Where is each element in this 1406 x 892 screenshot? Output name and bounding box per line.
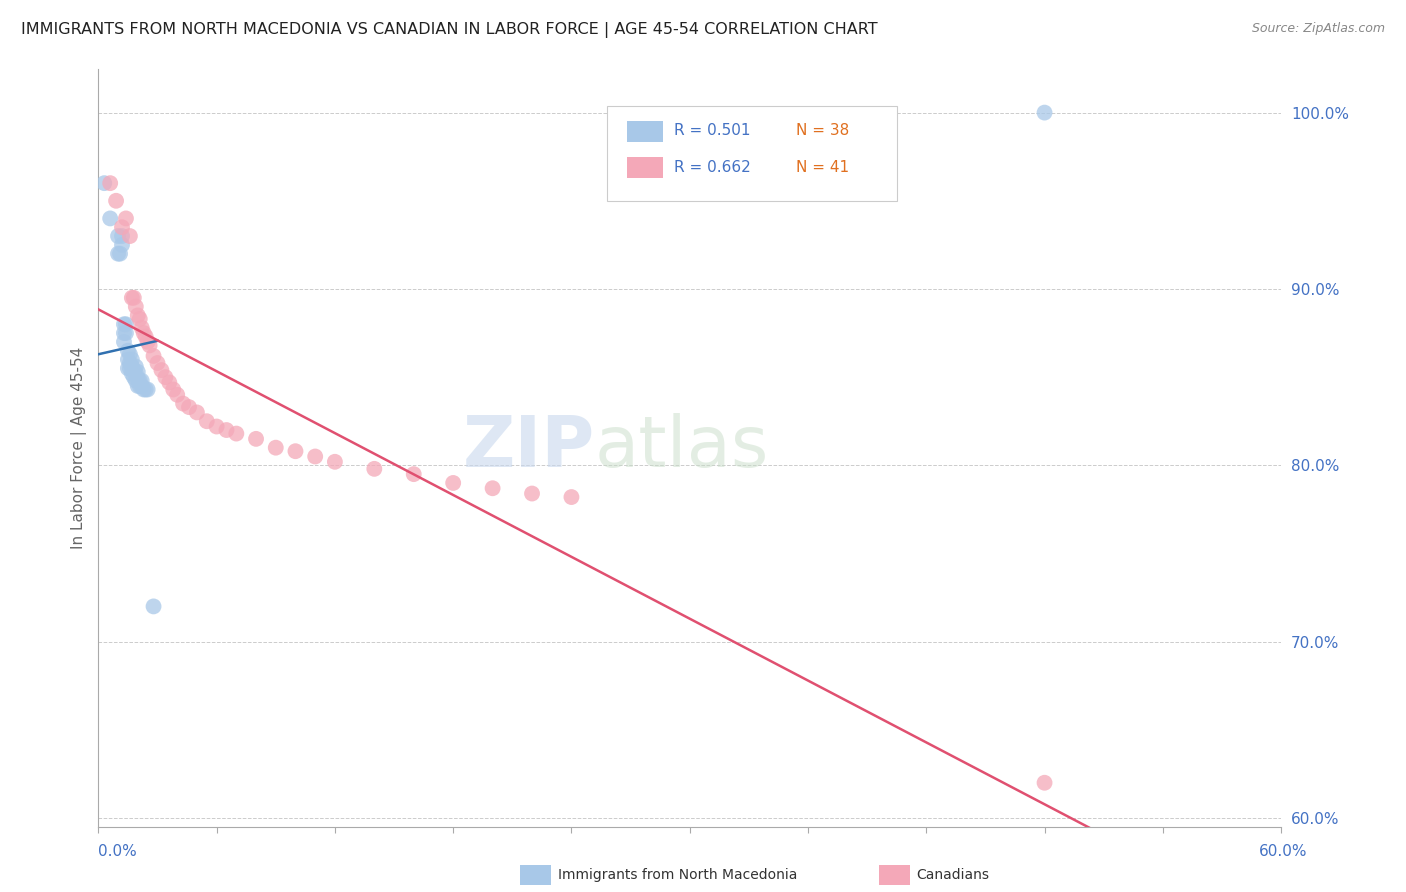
Point (131, 379, 153, 393)
Point (121, 352, 143, 367)
Point (245, 432, 267, 446)
Text: Immigrants from North Macedonia: Immigrants from North Macedonia (558, 868, 797, 882)
Point (441, 475, 464, 490)
Point (132, 383, 155, 397)
Point (128, 379, 150, 393)
Point (107, 246, 129, 260)
Point (107, 229, 129, 244)
Point (131, 374, 153, 388)
Point (157, 376, 180, 390)
FancyBboxPatch shape (607, 106, 897, 202)
Point (112, 334, 135, 349)
Text: ZIP: ZIP (463, 413, 595, 483)
Point (205, 419, 228, 434)
Text: Canadians: Canadians (917, 868, 990, 882)
Point (215, 423, 238, 437)
Point (121, 291, 143, 305)
Point (115, 211, 138, 226)
Point (122, 291, 145, 305)
Point (121, 359, 143, 374)
Point (177, 400, 200, 414)
Point (520, 486, 543, 500)
Point (118, 361, 141, 376)
Point (128, 374, 150, 388)
FancyBboxPatch shape (627, 120, 662, 142)
Point (136, 334, 159, 349)
Point (115, 317, 138, 331)
Point (304, 450, 326, 464)
Point (172, 396, 194, 410)
Point (118, 229, 141, 244)
Text: 60.0%: 60.0% (1260, 845, 1308, 859)
Point (117, 361, 139, 376)
Point (481, 481, 503, 495)
Point (125, 374, 148, 388)
Point (125, 359, 148, 374)
Point (155, 370, 177, 384)
Point (128, 312, 150, 326)
Point (1033, 776, 1056, 790)
Y-axis label: In Labor Force | Age 45-54: In Labor Force | Age 45-54 (72, 347, 87, 549)
Point (1033, 105, 1056, 120)
Point (108, 246, 131, 260)
Text: Source: ZipAtlas.com: Source: ZipAtlas.com (1251, 22, 1385, 36)
Point (125, 300, 148, 314)
Point (127, 365, 149, 379)
Point (98, 176, 121, 190)
Point (363, 462, 385, 476)
Point (118, 347, 141, 361)
Point (146, 356, 169, 370)
Point (111, 229, 134, 244)
Point (142, 599, 165, 614)
Point (117, 343, 139, 358)
Point (117, 352, 139, 367)
Text: 0.0%: 0.0% (98, 845, 138, 859)
Point (111, 220, 134, 235)
Point (323, 455, 346, 469)
Point (93, 176, 115, 190)
Point (136, 383, 159, 397)
Point (186, 405, 208, 419)
Point (225, 426, 247, 441)
Point (122, 370, 145, 384)
Point (195, 414, 218, 428)
FancyBboxPatch shape (627, 157, 662, 178)
Point (122, 363, 145, 377)
Text: R = 0.501: R = 0.501 (675, 123, 751, 138)
Point (150, 363, 173, 377)
Text: IMMIGRANTS FROM NORTH MACEDONIA VS CANADIAN IN LABOR FORCE | AGE 45-54 CORRELATI: IMMIGRANTS FROM NORTH MACEDONIA VS CANAD… (21, 22, 877, 38)
Point (127, 372, 149, 386)
Point (118, 356, 141, 370)
Point (127, 379, 149, 393)
Point (284, 444, 307, 458)
Point (138, 338, 160, 352)
Point (135, 383, 157, 397)
Point (111, 238, 134, 252)
Point (112, 317, 135, 331)
Point (115, 326, 138, 340)
Point (402, 467, 425, 482)
Point (127, 309, 149, 323)
Point (132, 326, 155, 340)
Point (142, 349, 165, 363)
Point (560, 490, 582, 504)
Point (131, 320, 153, 334)
Text: R = 0.662: R = 0.662 (675, 160, 751, 175)
Point (162, 383, 184, 397)
Text: N = 38: N = 38 (796, 123, 849, 138)
Point (264, 441, 287, 455)
Point (166, 388, 188, 402)
Point (112, 326, 135, 340)
Point (98, 211, 121, 226)
Point (105, 194, 128, 208)
Point (121, 367, 143, 381)
Point (125, 367, 148, 381)
Point (135, 329, 157, 343)
Text: N = 41: N = 41 (796, 160, 849, 175)
Text: atlas: atlas (595, 413, 769, 483)
